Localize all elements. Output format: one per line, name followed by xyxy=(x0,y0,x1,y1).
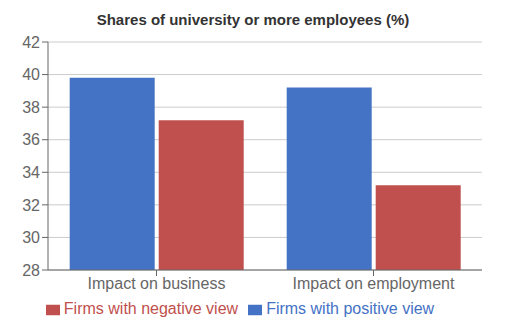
svg-text:28: 28 xyxy=(22,262,40,279)
svg-text:42: 42 xyxy=(22,34,40,51)
svg-text:36: 36 xyxy=(22,131,40,148)
svg-text:34: 34 xyxy=(22,164,40,181)
svg-text:32: 32 xyxy=(22,197,40,214)
svg-text:38: 38 xyxy=(22,99,40,116)
svg-text:30: 30 xyxy=(22,229,40,246)
html-text:Shares of university or more e: Shares of university or more employees (… xyxy=(96,11,410,28)
html-text:Firms with negative view: Firms with negative view xyxy=(63,300,239,317)
svg-text:Impact on employment: Impact on employment xyxy=(293,275,455,292)
svg-text:Impact on business: Impact on business xyxy=(88,275,226,292)
html-text:Firms with positive view: Firms with positive view xyxy=(266,300,435,317)
svg-text:40: 40 xyxy=(22,66,40,83)
